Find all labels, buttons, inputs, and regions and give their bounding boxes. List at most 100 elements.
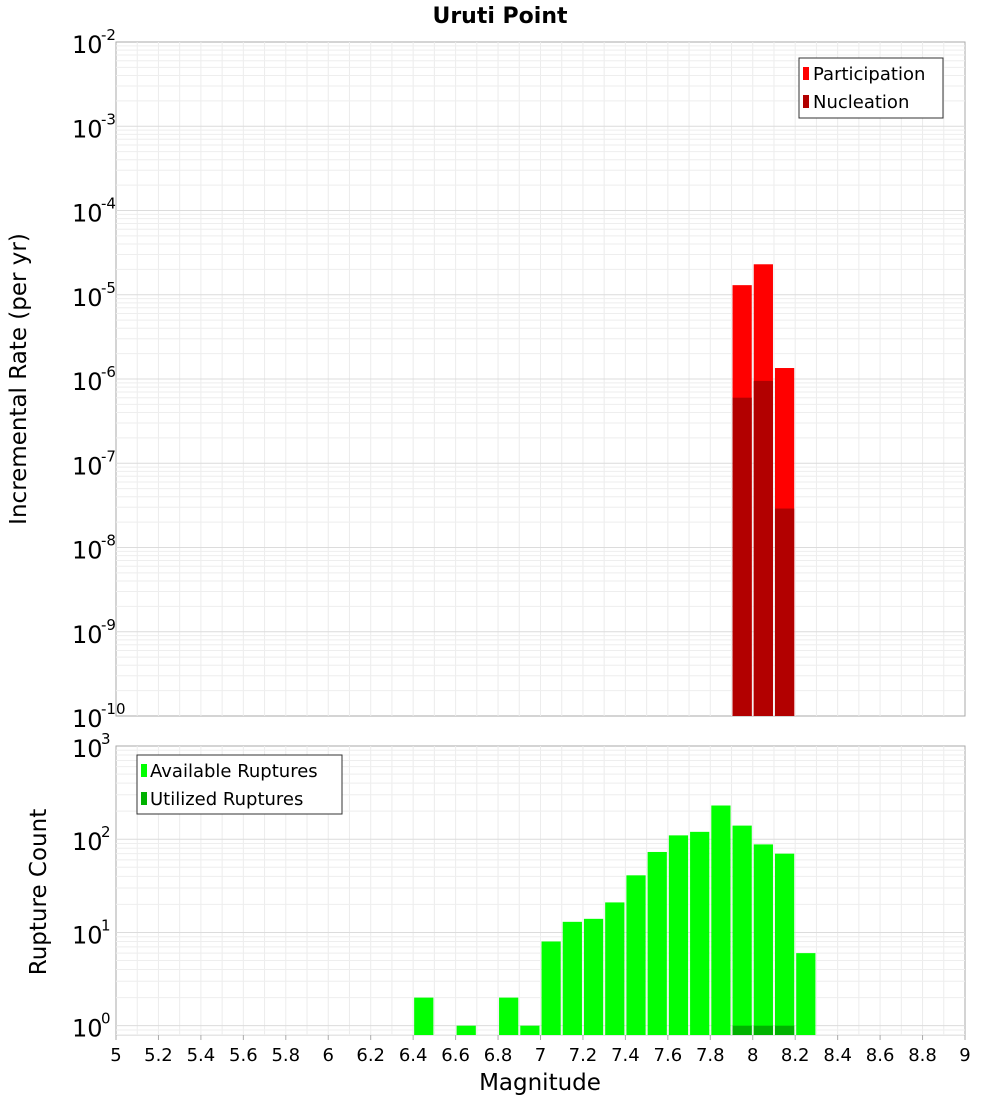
count-bar-available-ruptures bbox=[668, 835, 689, 1035]
count-y-axis-label: Rupture Count bbox=[26, 809, 52, 975]
rate-y-tick-exp: -9 bbox=[101, 616, 116, 634]
count-bar-available-ruptures bbox=[647, 851, 667, 1035]
rate-y-tick: 10-10 bbox=[72, 700, 126, 733]
rate-y-tick: 10-9 bbox=[72, 616, 116, 649]
count-y-tick: 100 bbox=[72, 1010, 111, 1043]
rate-bars bbox=[732, 264, 795, 716]
x-tick-label: 5.4 bbox=[187, 1045, 216, 1066]
count-legend-box bbox=[136, 754, 343, 815]
rate-y-tick: 10-7 bbox=[72, 447, 116, 480]
rate-legend-box bbox=[798, 57, 944, 119]
x-tick-label: 6.2 bbox=[356, 1045, 385, 1066]
rate-y-tick-exp: -7 bbox=[101, 447, 116, 465]
rate-y-tick-base: 10 bbox=[72, 368, 103, 396]
count-bar-available-ruptures bbox=[753, 844, 773, 1035]
nucleation-legend-swatch bbox=[803, 95, 809, 108]
x-tick-label: 8.4 bbox=[823, 1045, 852, 1066]
x-tick-label: 7.6 bbox=[654, 1045, 683, 1066]
count-y-tick-exp: 0 bbox=[101, 1010, 111, 1028]
x-tick-label: 7.2 bbox=[569, 1045, 598, 1066]
rate-y-tick-base: 10 bbox=[72, 537, 103, 565]
rate-y-tick-exp: -4 bbox=[101, 195, 116, 213]
x-tick-label: 7.8 bbox=[696, 1045, 725, 1066]
rate-y-tick-exp: -3 bbox=[101, 110, 116, 128]
count-bar-available-ruptures bbox=[796, 953, 816, 1035]
rate-bar-nucleation bbox=[732, 397, 752, 716]
count-bar-available-ruptures bbox=[456, 1025, 476, 1035]
rate-y-tick: 10-5 bbox=[72, 279, 116, 312]
count-y-tick-base: 10 bbox=[72, 1015, 103, 1043]
rate-y-tick-base: 10 bbox=[72, 31, 103, 59]
rate-y-tick: 10-2 bbox=[72, 26, 116, 59]
x-tick-label: 9 bbox=[959, 1045, 970, 1066]
count-bar-utilized-ruptures bbox=[753, 1025, 773, 1035]
rate-y-tick-base: 10 bbox=[72, 705, 103, 733]
rate-y-tick-base: 10 bbox=[72, 452, 103, 480]
count-bar-available-ruptures bbox=[414, 997, 434, 1035]
x-tick-label: 5.8 bbox=[271, 1045, 300, 1066]
count-bar-available-ruptures bbox=[626, 875, 646, 1035]
utilized-ruptures-legend-swatch bbox=[141, 792, 147, 805]
x-tick-label: 8.2 bbox=[781, 1045, 810, 1066]
count-bar-available-ruptures bbox=[711, 805, 731, 1035]
x-tick-label: 6.8 bbox=[484, 1045, 513, 1066]
rate-y-tick-base: 10 bbox=[72, 115, 103, 143]
count-bar-available-ruptures bbox=[562, 921, 582, 1035]
x-tick-label: 6.6 bbox=[441, 1045, 470, 1066]
available-ruptures-legend-label: Available Ruptures bbox=[150, 761, 318, 782]
count-y-tick-base: 10 bbox=[72, 828, 103, 856]
x-tick-label: 6 bbox=[323, 1045, 334, 1066]
count-y-tick: 101 bbox=[72, 916, 111, 949]
count-bar-available-ruptures bbox=[583, 918, 604, 1035]
participation-legend-label: Participation bbox=[813, 64, 925, 85]
available-ruptures-legend-swatch bbox=[141, 764, 147, 777]
count-bar-available-ruptures bbox=[774, 853, 795, 1035]
count-y-tick: 103 bbox=[72, 730, 111, 763]
nucleation-legend-label: Nucleation bbox=[813, 92, 909, 113]
count-bar-available-ruptures bbox=[605, 902, 625, 1035]
count-y-tick: 102 bbox=[72, 823, 111, 856]
count-gridlines bbox=[116, 746, 965, 1036]
x-ticks: 5 5.2 5.4 5.6 5.8 6 6.2 6.4 6.6 6.8 7 7.2 7.4 7.6 7.8 8… bbox=[110, 1035, 971, 1066]
count-y-tick-exp: 2 bbox=[101, 823, 111, 841]
count-bar-available-ruptures bbox=[541, 941, 561, 1035]
rate-y-tick-base: 10 bbox=[72, 621, 103, 649]
rate-y-tick-base: 10 bbox=[72, 200, 103, 228]
rate-y-tick-exp: -8 bbox=[101, 532, 116, 550]
count-legend: Available Ruptures Utilized Ruptures bbox=[136, 754, 343, 815]
count-bar-utilized-ruptures bbox=[732, 1025, 752, 1035]
count-bar-available-ruptures bbox=[690, 831, 710, 1035]
x-tick-label: 5.6 bbox=[229, 1045, 258, 1066]
rate-gridlines bbox=[116, 42, 965, 716]
x-tick-label: 7 bbox=[535, 1045, 546, 1066]
count-y-tick-exp: 1 bbox=[101, 916, 111, 934]
rate-y-tick-exp: -2 bbox=[101, 26, 116, 44]
x-axis-label: Magnitude bbox=[479, 1070, 601, 1096]
rate-y-tick-exp: -5 bbox=[101, 279, 116, 297]
count-bars bbox=[414, 805, 816, 1035]
x-tick-label: 7.4 bbox=[611, 1045, 640, 1066]
count-bar-available-ruptures bbox=[732, 825, 752, 1035]
x-tick-label: 5.2 bbox=[144, 1045, 173, 1066]
rate-bar-nucleation bbox=[753, 380, 773, 716]
rate-y-tick-base: 10 bbox=[72, 284, 103, 312]
rate-y-tick: 10-4 bbox=[72, 195, 116, 228]
rate-y-axis-label: Incremental Rate (per yr) bbox=[6, 233, 32, 525]
participation-legend-swatch bbox=[803, 67, 809, 80]
rate-legend: Participation Nucleation bbox=[798, 57, 944, 119]
rate-y-tick: 10-3 bbox=[72, 110, 116, 143]
count-y-tick-base: 10 bbox=[72, 921, 103, 949]
rate-y-tick: 10-6 bbox=[72, 363, 116, 396]
x-tick-label: 5 bbox=[110, 1045, 121, 1066]
x-tick-label: 8.8 bbox=[908, 1045, 937, 1066]
count-bar-available-ruptures bbox=[499, 997, 519, 1035]
rate-y-tick-exp: -10 bbox=[101, 700, 126, 718]
count-bar-available-ruptures bbox=[520, 1025, 540, 1035]
rate-y-tick-exp: -6 bbox=[101, 363, 116, 381]
x-tick-label: 8 bbox=[747, 1045, 758, 1066]
count-y-tick-exp: 3 bbox=[101, 730, 111, 748]
